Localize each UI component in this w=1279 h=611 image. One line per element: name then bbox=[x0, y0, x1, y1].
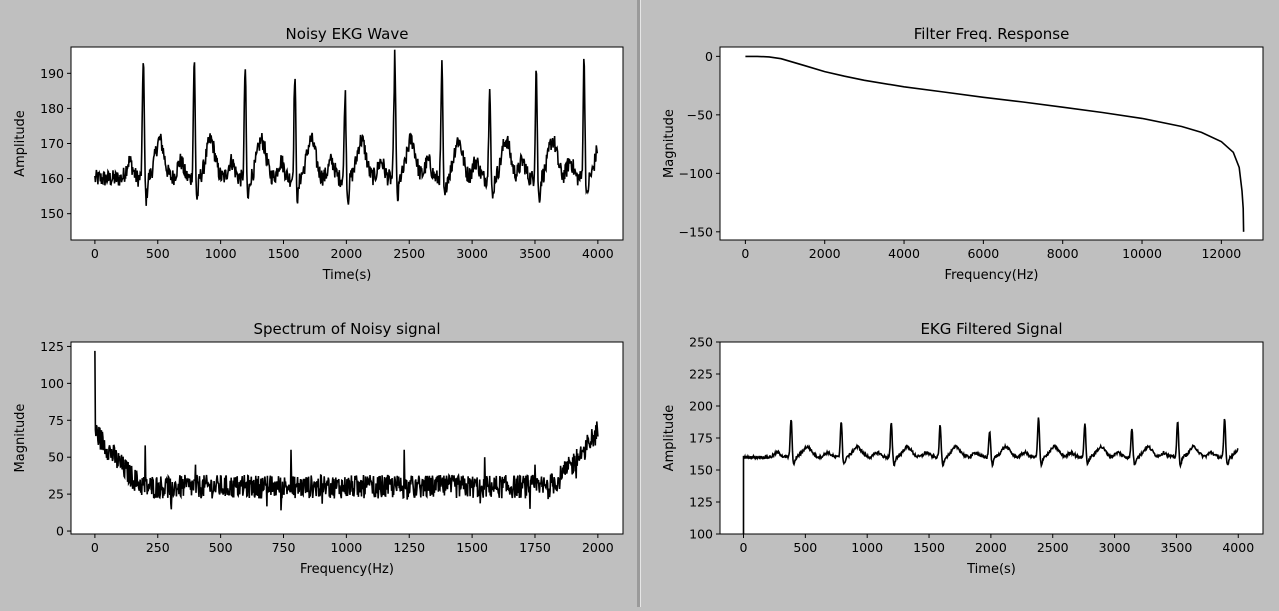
noisy-spectrum-xtick-label: 500 bbox=[209, 540, 233, 555]
filter-response-xtick-label: 8000 bbox=[1047, 246, 1079, 261]
noisy-ekg-xtick-label: 500 bbox=[146, 246, 170, 261]
ekg-filtered-plot-area bbox=[720, 342, 1263, 534]
noisy-spectrum-xtick-label: 1500 bbox=[456, 540, 488, 555]
ekg-filtered-xtick-label: 1000 bbox=[851, 540, 883, 555]
noisy-ekg-plot-area bbox=[71, 47, 623, 240]
noisy-spectrum-xtick-label: 1750 bbox=[519, 540, 551, 555]
noisy-spectrum-xtick-label: 750 bbox=[272, 540, 296, 555]
noisy-ekg-xtick-label: 1500 bbox=[268, 246, 300, 261]
filter-response-panel: 0 2000 4000 6000 8000 10000 12000 0 −50 −100 −150 F… bbox=[662, 25, 1264, 283]
noisy-ekg-xtick-label: 1000 bbox=[205, 246, 237, 261]
noisy-spectrum-ylabel: Magnitude bbox=[13, 404, 28, 473]
ekg-filtered-xtick-label: 0 bbox=[740, 540, 748, 555]
noisy-ekg-ytick-label: 160 bbox=[40, 171, 64, 186]
noisy-ekg-ytick-label: 170 bbox=[40, 136, 64, 151]
filter-response-xtick-label: 2000 bbox=[809, 246, 841, 261]
ekg-filtered-ytick-label: 225 bbox=[689, 367, 713, 382]
noisy-spectrum-panel: 0 250 500 750 1000 1250 1500 1750 2000 0 25 50 75 100… bbox=[13, 320, 624, 577]
noisy-ekg-xtick-label: 4000 bbox=[582, 246, 614, 261]
noisy-spectrum-xtick-label: 2000 bbox=[582, 540, 614, 555]
noisy-ekg-xtick-label: 3500 bbox=[519, 246, 551, 261]
pane-splitter-highlight bbox=[640, 0, 641, 607]
noisy-ekg-panel: 0 500 1000 1500 2000 2500 3000 3500 4000 150 160 17… bbox=[13, 25, 624, 283]
ekg-filtered-ylabel: Amplitude bbox=[662, 405, 677, 472]
ekg-filtered-xtick-label: 2500 bbox=[1037, 540, 1069, 555]
ekg-filtered-ytick-label: 250 bbox=[689, 335, 713, 350]
ekg-filtered-series-line bbox=[742, 417, 1239, 534]
noisy-spectrum-ytick-label: 25 bbox=[48, 487, 64, 502]
ekg-filtered-title: EKG Filtered Signal bbox=[920, 320, 1062, 338]
noisy-ekg-xtick-label: 3000 bbox=[456, 246, 488, 261]
noisy-spectrum-xtick-label: 1000 bbox=[330, 540, 362, 555]
filter-response-ytick-label: 0 bbox=[705, 49, 713, 64]
ekg-filtered-xtick-label: 3500 bbox=[1161, 540, 1193, 555]
ekg-filtered-ytick-label: 175 bbox=[689, 431, 713, 446]
noisy-ekg-xtick-label: 2500 bbox=[393, 246, 425, 261]
noisy-ekg-xlabel: Time(s) bbox=[322, 268, 372, 283]
ekg-filtered-ytick-label: 125 bbox=[689, 495, 713, 510]
filter-response-frame bbox=[719, 46, 1264, 241]
filter-response-xtick-label: 12000 bbox=[1201, 246, 1241, 261]
noisy-spectrum-plot-area bbox=[71, 342, 623, 534]
noisy-spectrum-ytick-label: 0 bbox=[56, 524, 64, 539]
noisy-spectrum-ytick-label: 75 bbox=[48, 413, 64, 428]
filter-response-ytick-label: −50 bbox=[687, 107, 713, 122]
ekg-filtered-ytick-label: 200 bbox=[689, 399, 713, 414]
filter-response-xtick-label: 6000 bbox=[967, 246, 999, 261]
noisy-spectrum-series-line bbox=[94, 350, 599, 511]
noisy-spectrum-frame bbox=[70, 341, 624, 535]
ekg-filtered-xtick-label: 500 bbox=[793, 540, 817, 555]
noisy-ekg-xtick-label: 2000 bbox=[330, 246, 362, 261]
noisy-ekg-ytick-label: 180 bbox=[40, 101, 64, 116]
noisy-ekg-title: Noisy EKG Wave bbox=[286, 25, 409, 43]
filter-response-xtick-label: 4000 bbox=[888, 246, 920, 261]
noisy-ekg-series-line bbox=[94, 49, 599, 206]
noisy-spectrum-ytick-label: 50 bbox=[48, 450, 64, 465]
ekg-filtered-ytick-label: 150 bbox=[689, 463, 713, 478]
filter-response-xtick-label: 0 bbox=[741, 246, 749, 261]
filter-response-title: Filter Freq. Response bbox=[914, 25, 1070, 43]
filter-response-series-line bbox=[745, 55, 1245, 232]
filter-response-plot-area bbox=[720, 47, 1263, 240]
noisy-spectrum-title: Spectrum of Noisy signal bbox=[253, 320, 440, 338]
noisy-spectrum-ytick-label: 100 bbox=[40, 376, 64, 391]
ekg-filtered-xtick-label: 2000 bbox=[975, 540, 1007, 555]
ekg-filtered-xtick-label: 4000 bbox=[1222, 540, 1254, 555]
noisy-spectrum-xtick-label: 1250 bbox=[393, 540, 425, 555]
filter-response-xtick-label: 10000 bbox=[1122, 246, 1162, 261]
ekg-filtered-xlabel: Time(s) bbox=[966, 562, 1016, 577]
noisy-spectrum-ytick-label: 125 bbox=[40, 339, 64, 354]
ekg-filtered-panel: 0 500 1000 1500 2000 2500 3000 3500 4000 100 125 15… bbox=[662, 320, 1264, 577]
pane-splitter[interactable] bbox=[637, 0, 640, 607]
noisy-spectrum-xlabel: Frequency(Hz) bbox=[300, 562, 394, 577]
filter-response-ylabel: Magnitude bbox=[662, 109, 677, 178]
noisy-ekg-ytick-label: 150 bbox=[40, 206, 64, 221]
ekg-filtered-ytick-label: 100 bbox=[689, 527, 713, 542]
noisy-spectrum-xtick-label: 250 bbox=[146, 540, 170, 555]
filter-response-xlabel: Frequency(Hz) bbox=[945, 268, 1039, 283]
noisy-ekg-ytick-label: 190 bbox=[40, 66, 64, 81]
noisy-ekg-ylabel: Amplitude bbox=[13, 110, 28, 177]
noisy-ekg-xtick-label: 0 bbox=[91, 246, 99, 261]
filter-response-ytick-label: −150 bbox=[679, 224, 713, 239]
filter-response-ytick-label: −100 bbox=[679, 166, 713, 181]
noisy-spectrum-xtick-label: 0 bbox=[91, 540, 99, 555]
ekg-filtered-xtick-label: 3000 bbox=[1099, 540, 1131, 555]
ekg-filtered-xtick-label: 1500 bbox=[913, 540, 945, 555]
